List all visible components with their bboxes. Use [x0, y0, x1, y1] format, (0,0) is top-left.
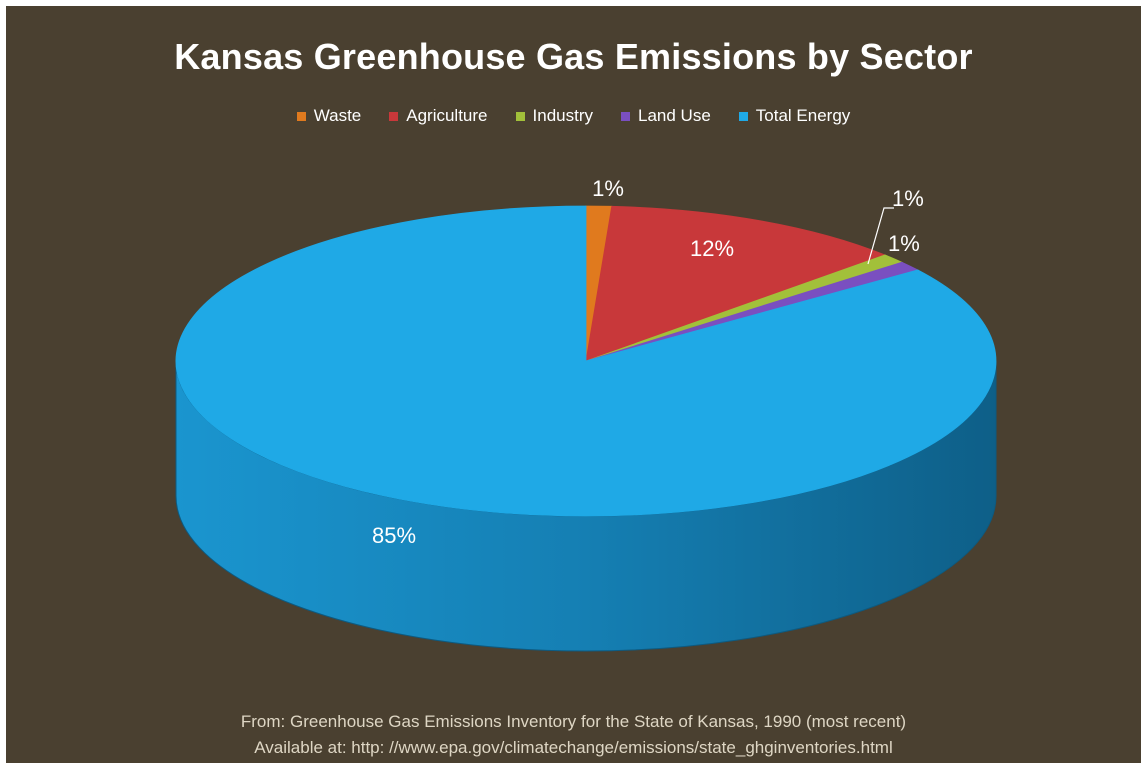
- legend-item-total-energy: Total Energy: [738, 106, 851, 126]
- source-url: Available at: http: //www.epa.gov/climat…: [254, 738, 893, 757]
- data-label-land-use: 1%: [888, 231, 920, 256]
- legend-item-agriculture: Agriculture: [389, 106, 488, 126]
- source-note: From: Greenhouse Gas Emissions Inventory…: [240, 712, 907, 731]
- pie-slice-agriculture: [585, 205, 887, 362]
- leader-line-industry: [867, 207, 894, 265]
- pie-chart-svg: 1% 12% 1% 1% 85%: [175, 176, 997, 652]
- data-label-industry: 1%: [892, 186, 924, 211]
- pie-top-surface: [175, 205, 997, 517]
- legend-label-total-energy: Total Energy: [755, 106, 851, 125]
- legend-label-industry: Industry: [532, 106, 593, 125]
- legend-item-waste: Waste: [296, 106, 362, 126]
- data-label-total-energy: 85%: [372, 523, 416, 548]
- legend-swatch-land-use: [621, 111, 630, 121]
- legend-label-land-use: Land Use: [638, 106, 711, 125]
- legend-item-industry: Industry: [515, 106, 593, 126]
- data-label-agriculture: 12%: [690, 236, 734, 261]
- chart-title: Kansas Greenhouse Gas Emissions by Secto…: [174, 36, 973, 77]
- chart-frame: Kansas Greenhouse Gas Emissions by Secto…: [6, 6, 1141, 763]
- legend-swatch-industry: [515, 111, 525, 121]
- legend-item-land-use: Land Use: [621, 106, 711, 126]
- legend-swatch-agriculture: [389, 111, 399, 121]
- chart-legend: Waste Agriculture Industry Land Use Tota…: [6, 106, 1141, 126]
- pie-slice-total-energy: [175, 205, 997, 517]
- data-label-waste: 1%: [592, 176, 624, 201]
- legend-label-waste: Waste: [313, 106, 362, 125]
- legend-swatch-waste: [296, 111, 306, 121]
- legend-label-agriculture: Agriculture: [406, 106, 488, 125]
- pie-labels: 1% 12% 1% 1% 85%: [372, 176, 924, 548]
- legend-swatch-total-energy: [738, 111, 748, 121]
